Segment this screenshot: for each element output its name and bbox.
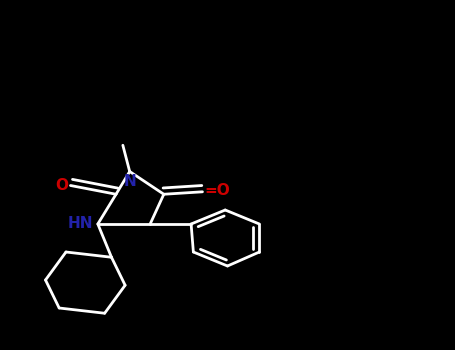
Text: =O: =O	[205, 183, 231, 197]
Text: O: O	[55, 178, 68, 193]
Text: N: N	[123, 174, 136, 189]
Text: HN: HN	[68, 217, 93, 231]
